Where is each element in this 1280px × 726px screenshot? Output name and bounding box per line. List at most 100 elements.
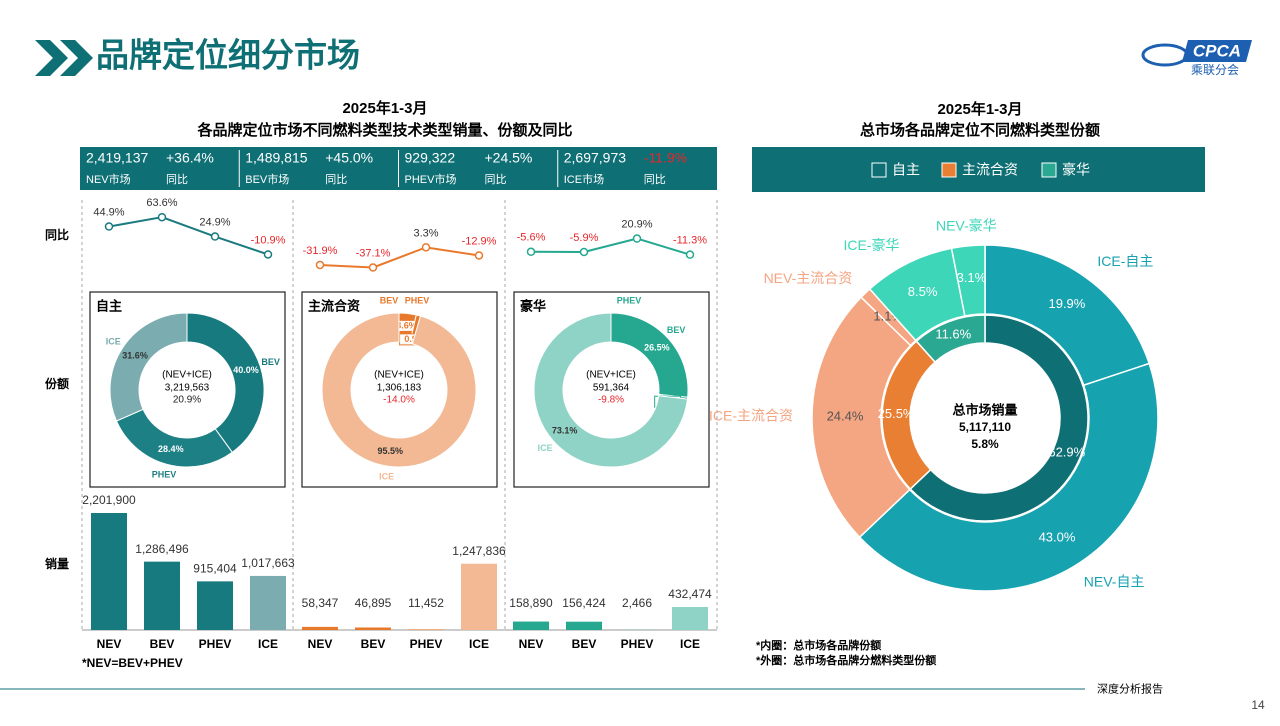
kpi-change-label: 同比 — [644, 173, 666, 186]
point — [265, 251, 272, 258]
kpi-label: PHEV市场 — [405, 172, 457, 186]
right-title: 2025年1-3月 — [937, 100, 1022, 118]
point — [212, 233, 219, 240]
value-label: 28.4% — [158, 444, 184, 454]
chevron — [35, 40, 68, 76]
bar — [672, 607, 708, 630]
kpi-label: BEV市场 — [245, 172, 289, 186]
legend-label: 豪华 — [1062, 162, 1090, 178]
legend-label: 自主 — [892, 162, 920, 178]
panel-title: 自主 — [96, 298, 122, 313]
note: *外圈：总市场各品牌分燃料类型份额 — [756, 653, 936, 667]
row-label: 销量 — [45, 556, 69, 571]
value-label: 1,286,496 — [135, 542, 189, 556]
point — [687, 251, 694, 258]
kpi-change: -11.9% — [644, 150, 687, 166]
value-label: 1,017,663 — [241, 556, 295, 570]
legend-swatch — [942, 163, 956, 177]
value-label: 43.0% — [1039, 529, 1076, 544]
value-label: -31.9% — [303, 245, 338, 257]
value-label: -12.9% — [462, 235, 497, 247]
center-change: -14.0% — [383, 395, 415, 406]
kpi-value: 1,489,815 — [245, 150, 307, 166]
value-label: 26.5% — [644, 343, 670, 353]
row-label: 份额 — [45, 376, 69, 391]
category-label: BEV — [667, 325, 686, 335]
center-total: 3,219,563 — [165, 383, 210, 394]
value-label: 62.9% — [1048, 445, 1085, 460]
point — [476, 252, 483, 259]
bar — [461, 564, 497, 630]
value-label: -5.9% — [570, 232, 599, 244]
center-change: 20.9% — [173, 395, 201, 406]
note: *内圈：总市场各品牌份额 — [756, 638, 881, 652]
center-label: 总市场销量 — [952, 402, 1017, 417]
category-label: BEV — [261, 357, 280, 367]
value-label: 40.0% — [233, 365, 259, 375]
value-label: 915,404 — [193, 562, 237, 576]
bar — [91, 513, 127, 630]
kpi-change-label: 同比 — [485, 173, 507, 186]
bar — [566, 622, 602, 630]
line — [531, 239, 690, 255]
kpi-value: 2,419,137 — [86, 150, 148, 166]
point — [106, 223, 113, 230]
kpi-value: 929,322 — [405, 150, 456, 166]
center-label: (NEV+ICE) — [586, 370, 636, 381]
value-label: 31.6% — [122, 350, 148, 360]
value-label: 1,247,836 — [452, 544, 506, 558]
page-title: 品牌定位细分市场 — [96, 37, 360, 74]
x-tick-label: ICE — [469, 637, 489, 651]
logo: CPCA — [1193, 41, 1241, 60]
category-label: ICE-豪华 — [843, 237, 899, 253]
x-tick-label: BEV — [572, 637, 597, 651]
value-label: 44.9% — [93, 206, 124, 218]
kpi-change: +45.0% — [325, 150, 373, 166]
value-label: 24.4% — [827, 409, 864, 424]
point — [423, 244, 430, 251]
category-label: PHEV — [152, 469, 177, 479]
x-tick-label: NEV — [519, 637, 544, 651]
value-label: 95.5% — [377, 446, 403, 456]
center-total: 591,364 — [593, 383, 630, 394]
category-label: PHEV — [405, 295, 430, 305]
right-subtitle: 总市场各品牌定位不同燃料类型份额 — [860, 121, 1100, 139]
value-label: -37.1% — [356, 247, 391, 259]
x-tick-label: ICE — [680, 637, 700, 651]
line — [109, 217, 268, 254]
kpi-value: 2,697,973 — [564, 150, 626, 166]
value-label: -11.3% — [673, 235, 707, 247]
bar — [144, 562, 180, 630]
x-tick-label: PHEV — [621, 637, 654, 651]
row-label: 同比 — [45, 227, 69, 242]
center-total: 5,117,110 — [959, 420, 1011, 434]
kpi-label: ICE市场 — [564, 172, 604, 186]
value-label: 8.5% — [908, 284, 938, 299]
x-tick-label: ICE — [258, 637, 278, 651]
note: *NEV=BEV+PHEV — [82, 656, 183, 670]
legend-swatch — [1042, 163, 1056, 177]
value-label: 58,347 — [302, 596, 339, 610]
donut-slice — [117, 409, 233, 467]
x-tick-label: NEV — [308, 637, 333, 651]
value-label: 3.3% — [413, 227, 438, 239]
bar — [197, 581, 233, 630]
point — [370, 264, 377, 271]
value-label: -5.6% — [517, 232, 546, 244]
center-change: -9.8% — [598, 395, 624, 406]
center-total: 1,306,183 — [377, 383, 422, 394]
value-label: 63.6% — [146, 197, 177, 209]
value-label: 11,452 — [408, 596, 444, 610]
value-label: -10.9% — [251, 234, 286, 246]
category-label: BEV — [380, 295, 399, 305]
value-label: 11.6% — [935, 326, 971, 341]
value-label: 2,466 — [622, 596, 652, 610]
value-label: 25.5% — [878, 406, 915, 421]
kpi-change: +36.4% — [166, 150, 214, 166]
center-change: 5.8% — [971, 437, 999, 451]
bar — [250, 576, 286, 630]
kpi-change: +24.5% — [485, 150, 533, 166]
value-label: 24.9% — [199, 216, 230, 228]
footer-text: 深度分析报告 — [1097, 682, 1163, 696]
